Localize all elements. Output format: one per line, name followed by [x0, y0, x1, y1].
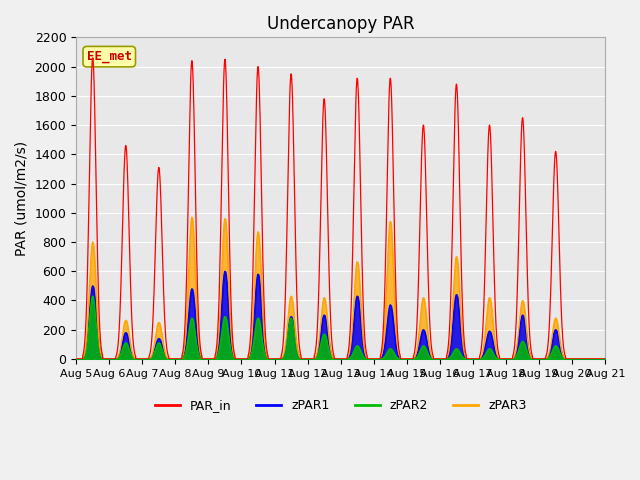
- Legend: PAR_in, zPAR1, zPAR2, zPAR3: PAR_in, zPAR1, zPAR2, zPAR3: [150, 394, 532, 417]
- Text: EE_met: EE_met: [87, 50, 132, 63]
- Y-axis label: PAR (umol/m2/s): PAR (umol/m2/s): [15, 141, 29, 256]
- Title: Undercanopy PAR: Undercanopy PAR: [267, 15, 415, 33]
